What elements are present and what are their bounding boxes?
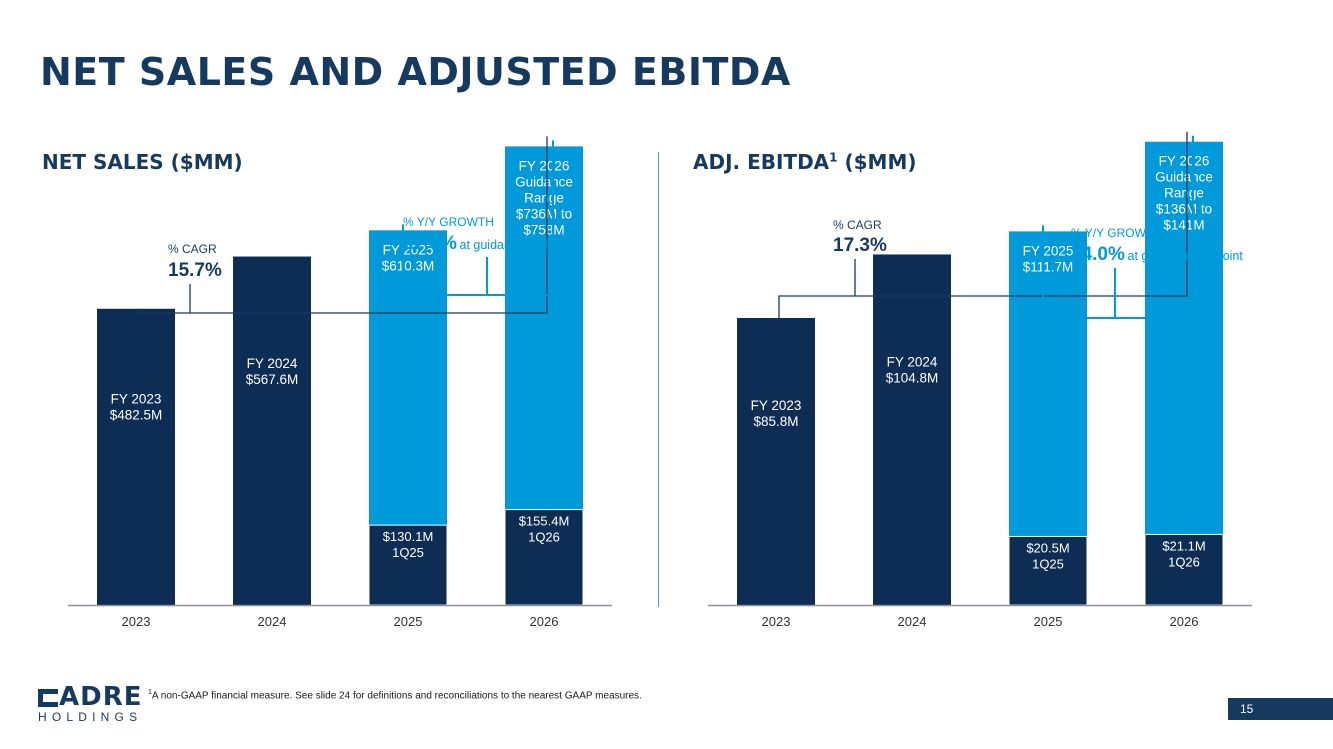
adj-ebitda-bar-2023 [737,318,815,605]
adj-ebitda-cagr-bracket [778,131,1188,319]
adj-ebitda-quarter-bar-2025 [1008,535,1088,606]
net-sales-quarter-label-2026-0: $155.4M [519,514,570,529]
net-sales-growth-value: 22.4% [403,233,457,254]
adj-ebitda-growth-value: 24.0% [1071,244,1125,265]
net-sales-cagr-bracket [138,136,548,314]
adj-ebitda-growth-bracket [1042,135,1194,319]
net-sales-growth-label: % Y/Y GROWTH [403,215,494,229]
net-sales-bar-label-2026-3: $736M to [516,206,572,221]
net-sales-quarter-label-2025-1: 1Q25 [392,545,424,560]
net-sales-quarter-label-2025-0: $130.1M [383,529,434,544]
adj-ebitda-tick-2023: 2023 [762,614,791,629]
net-sales-bar-label-2024-0: FY 2024 [247,356,298,371]
net-sales-growth-bracket [402,140,554,296]
adj-ebitda-bar-2026 [1145,141,1223,605]
net-sales-bar-label-2023-1: $482.5M [110,408,163,423]
net-sales-bar-label-2026-4: $758M [523,222,564,237]
adj-ebitda-quarter-label-2025-0: $20.5M [1026,540,1069,555]
adj-ebitda-quarter-label-2026-1: 1Q26 [1168,554,1200,569]
logo-main-text: ADRE [59,682,143,712]
net-sales-tick-2026: 2026 [530,614,559,629]
adj-ebitda-bar-label-2026-3: $136M to [1156,202,1212,217]
page-number: 15 [1228,698,1333,720]
adj-ebitda-cagr-label: % CAGR [833,218,882,232]
net-sales-tick-2024: 2024 [258,614,287,629]
adj-ebitda-bar-label-2024-1: $104.8M [886,371,939,386]
logo-c-mark [38,689,58,707]
net-sales-tick-2025: 2025 [394,614,423,629]
net-sales-bar-label-2026-0: FY 2026 [519,158,570,173]
net-sales-growth-note: at guidance midpoint [460,238,576,252]
adj-ebitda-cagr-value: 17.3% [833,235,887,256]
footnote: 1A non-GAAP financial measure. See slide… [148,689,642,701]
chart-divider [658,152,659,607]
footnote-text: A non-GAAP financial measure. See slide … [151,690,642,702]
adj-ebitda-bar-label-2026-0: FY 2026 [1159,154,1210,169]
adj-ebitda-title-suffix: ($MM) [837,150,917,174]
net-sales-bar-2024 [233,256,311,605]
net-sales-bar-2023 [97,308,175,605]
adj-ebitda-bar-label-2025-1: $111.7M [1023,259,1074,274]
cadre-logo: ADRE HOLDINGS [38,684,143,726]
net-sales-title: NET SALES ($MM) [42,150,243,174]
adj-ebitda-title-text: ADJ. EBITDA [693,150,830,174]
adj-ebitda-tick-2026: 2026 [1170,614,1199,629]
adj-ebitda-tick-2024: 2024 [898,614,927,629]
adj-ebitda-quarter-label-2025-1: 1Q25 [1032,556,1064,571]
net-sales-bar-label-2026-2: Range [524,190,564,205]
net-sales-quarter-bar-2025 [368,524,448,606]
adj-ebitda-bar-label-2026-2: Range [1164,186,1204,201]
adj-ebitda-growth-label: % Y/Y GROWTH [1071,226,1162,240]
page-title: NET SALES AND ADJUSTED EBITDA [40,50,791,94]
logo-main: ADRE [38,684,143,710]
net-sales-cagr-value: 15.7% [168,260,222,281]
net-sales-bar-label-2025-1: $610.3M [382,258,435,273]
net-sales-cagr-label: % CAGR [168,242,217,256]
adj-ebitda-quarter-bar-2026 [1144,533,1224,606]
net-sales-tick-2023: 2023 [122,614,151,629]
adj-ebitda-bar-label-2025-0: FY 2025 [1023,243,1074,258]
net-sales-bar-label-2023-0: FY 2023 [111,392,162,407]
adj-ebitda-title-sup: 1 [829,150,838,165]
net-sales-quarter-label-2026-1: 1Q26 [528,530,560,545]
net-sales-title-text: NET SALES ($MM) [42,150,243,174]
adj-ebitda-bar-label-2026-4: $141M [1163,218,1204,233]
adj-ebitda-bar-label-2023-0: FY 2023 [751,398,802,413]
adj-ebitda-growth-note: at guidance midpoint [1128,249,1244,263]
adj-ebitda-bar-label-2024-0: FY 2024 [887,355,938,370]
logo-sub-text: HOLDINGS [38,710,143,724]
adj-ebitda-tick-2025: 2025 [1034,614,1063,629]
footnote-marker: 1 [148,689,152,696]
net-sales-bar-label-2025-0: FY 2025 [383,242,434,257]
adj-ebitda-title: ADJ. EBITDA1 ($MM) [693,150,916,174]
adj-ebitda-quarter-label-2026-0: $21.1M [1162,538,1205,553]
adj-ebitda-bar-label-2026-1: Guidance [1155,170,1213,185]
net-sales-bar-label-2024-1: $567.6M [246,372,299,387]
adj-ebitda-bar-label-2023-1: $85.8M [753,414,798,429]
adj-ebitda-bar-2024 [873,254,951,605]
net-sales-bar-label-2026-1: Guidance [515,174,573,189]
